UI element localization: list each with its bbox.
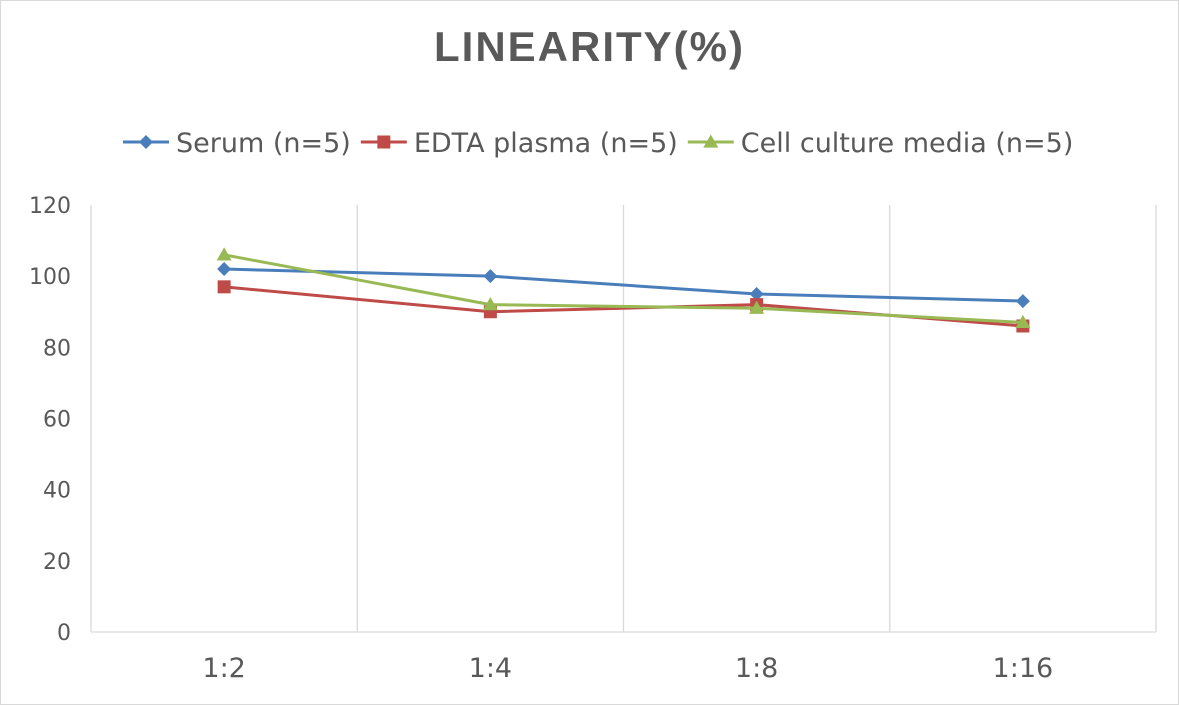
x-tick-label: 1:8 xyxy=(735,653,778,684)
data-point xyxy=(217,280,231,294)
data-point xyxy=(216,247,232,261)
gridlines xyxy=(90,205,1157,632)
data-point xyxy=(483,269,498,284)
x-tick-label: 1:16 xyxy=(993,653,1054,684)
legend-item-3: Cell culture media (n=5) xyxy=(687,128,1074,159)
legend-marker xyxy=(377,135,391,149)
y-tick-label: 0 xyxy=(57,621,71,646)
chart-title: LINEARITY(%) xyxy=(434,23,745,70)
y-tick-label: 80 xyxy=(43,336,71,361)
legend-marker xyxy=(703,134,719,148)
axes: 0 20 40 60 80 100 120 1:2 1:4 1:8 1:16 xyxy=(29,194,1156,684)
data-point xyxy=(1015,294,1030,309)
y-tick-label: 40 xyxy=(43,479,71,504)
legend-marker xyxy=(139,135,153,149)
data-point xyxy=(749,300,765,314)
legend-label: Serum (n=5) xyxy=(176,128,351,159)
series-1 xyxy=(217,262,1030,309)
legend-item-2: EDTA plasma (n=5) xyxy=(360,128,678,159)
legend-label: Cell culture media (n=5) xyxy=(741,128,1074,159)
y-tick-label: 20 xyxy=(43,550,71,575)
series-3 xyxy=(216,247,1031,329)
y-tick-label: 60 xyxy=(43,408,71,433)
data-point xyxy=(482,297,498,311)
y-tick-label: 100 xyxy=(29,265,71,290)
series xyxy=(216,247,1031,333)
series-line xyxy=(223,253,1023,324)
data-point xyxy=(749,286,764,301)
y-tick-label: 120 xyxy=(29,194,71,219)
data-point xyxy=(1015,314,1031,329)
series-line xyxy=(224,267,1023,303)
legend: Serum (n=5) EDTA plasma (n=5) Cell culture… xyxy=(123,128,1073,159)
legend-label: EDTA plasma (n=5) xyxy=(414,128,678,159)
x-tick-label: 1:2 xyxy=(202,653,245,684)
data-point xyxy=(217,262,232,277)
legend-item-1: Serum (n=5) xyxy=(123,128,351,159)
x-tick-label: 1:4 xyxy=(469,653,512,684)
